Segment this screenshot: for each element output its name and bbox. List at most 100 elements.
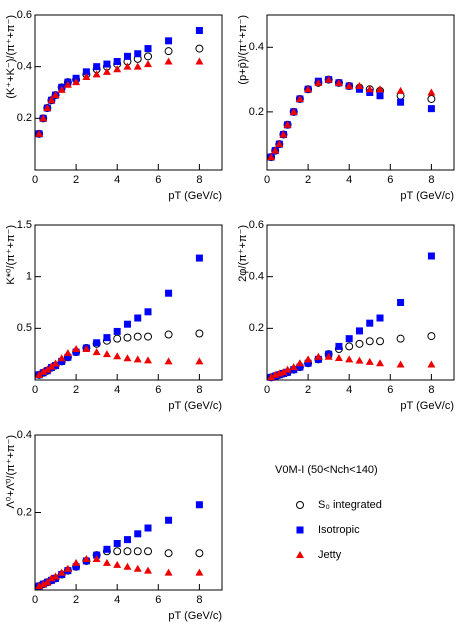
x-tick-label: 4 [346,384,352,396]
marker-triangle [39,580,48,588]
marker-triangle [267,153,276,161]
marker-square [64,353,72,361]
x-tick-label: 8 [196,594,202,606]
marker-circle [123,333,132,342]
marker-square [165,289,173,297]
marker-square [376,314,384,322]
x-tick-label: 0 [32,384,38,396]
marker-square [72,348,80,356]
marker-circle [376,337,385,346]
marker-triangle [35,370,44,378]
marker-triangle [314,352,323,360]
marker-triangle [63,564,72,572]
x-tick-label: 2 [305,384,311,396]
marker-circle [144,332,153,341]
marker-square [304,359,312,367]
y-tick-label: 0.4 [17,429,32,441]
marker-circle [164,549,173,558]
marker-circle [144,52,153,61]
x-tick-label: 6 [155,174,161,186]
y-axis-label: 2φ/(π⁺+π⁻) [237,225,249,282]
x-tick-label: 0 [32,594,38,606]
y-tick-label: 0.2 [249,106,264,118]
marker-square [113,327,121,335]
x-tick-label: 4 [114,384,120,396]
marker-square [93,339,101,347]
marker-triangle [289,107,298,115]
marker-triangle [57,568,66,576]
marker-triangle [92,555,101,562]
marker-triangle [283,120,292,128]
x-axis-label: pT (GeV/c) [168,400,222,412]
x-axis-label: pT (GeV/c) [168,610,222,622]
x-tick-label: 6 [387,384,393,396]
marker-circle [365,337,374,346]
marker-circle [396,334,405,343]
marker-triangle [43,104,52,111]
marker-circle [123,547,132,556]
marker-triangle [144,60,153,68]
marker-square [165,516,173,524]
x-tick-label: 4 [346,174,352,186]
marker-triangle [334,78,343,86]
legend-label: Isotropic [318,524,360,536]
legend-marker [296,501,304,509]
marker-triangle [334,354,343,362]
marker-triangle [304,85,313,93]
marker-triangle [39,367,48,375]
legend-marker [296,551,304,558]
marker-triangle [133,355,142,363]
marker-circle [195,329,204,338]
marker-square [113,58,121,65]
marker-triangle [396,360,405,368]
legend-label: S₀ integrated [318,499,382,511]
y-tick-label: 0.2 [17,112,32,124]
marker-triangle [279,130,288,138]
marker-square [355,85,363,93]
marker-triangle [376,85,385,93]
marker-triangle [427,88,436,96]
marker-triangle [92,70,101,78]
marker-triangle [123,354,132,362]
marker-triangle [123,562,132,570]
marker-triangle [72,558,81,566]
marker-square [103,545,111,553]
marker-triangle [82,345,91,352]
marker-triangle [355,356,364,364]
x-tick-label: 8 [428,174,434,186]
x-axis-label: pT (GeV/c) [400,190,454,202]
marker-triangle [82,73,91,80]
y-tick-label: 0.6 [17,9,32,21]
y-axis-label: (K⁺+K⁻)/(π⁺+π⁻) [5,15,17,99]
x-tick-label: 0 [264,174,270,186]
legend-label: Jetty [318,549,342,561]
marker-triangle [123,62,132,70]
x-axis-label: pT (GeV/c) [168,190,222,202]
marker-triangle [345,82,354,90]
x-tick-label: 0 [32,174,38,186]
x-tick-label: 6 [155,384,161,396]
marker-square [134,530,142,538]
marker-triangle [279,368,288,376]
marker-square [296,363,304,371]
marker-square [195,27,203,34]
marker-triangle [72,345,81,352]
marker-triangle [195,357,204,365]
y-tick-label: 0.2 [249,322,264,334]
marker-square [123,320,131,328]
y-axis-label: Λ⁰+Λ̄⁰/(π⁺+π⁻) [5,435,17,509]
marker-triangle [92,348,101,356]
marker-triangle [57,85,66,93]
marker-triangle [271,146,280,154]
marker-circle [113,547,122,556]
marker-triangle [295,359,304,367]
marker-circle [133,547,142,556]
legend-title: V0M-I (50<Nch<140) [275,464,378,476]
marker-square [165,37,173,45]
marker-square [123,52,131,60]
marker-square [58,357,66,365]
marker-square [134,314,142,322]
marker-circle [195,44,204,53]
x-tick-label: 6 [387,174,393,186]
marker-triangle [355,82,364,90]
